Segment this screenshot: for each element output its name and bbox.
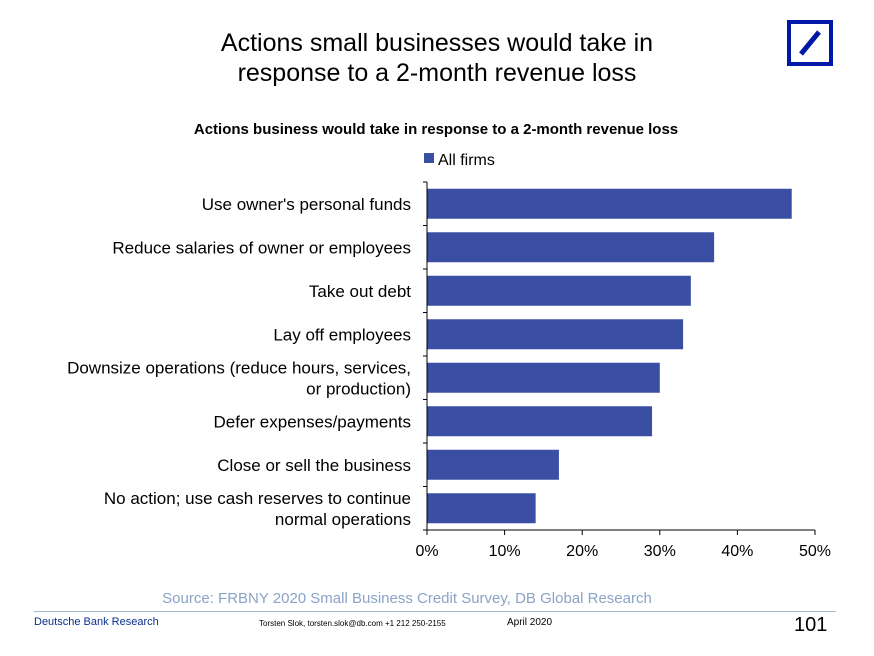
legend-swatch (424, 153, 434, 163)
slide-title-line-2: response to a 2-month revenue loss (237, 59, 637, 87)
logo-slash-icon (799, 30, 821, 56)
slide-title-line-1: Actions small businesses would take in (220, 29, 654, 57)
category-label: Defer expenses/payments (214, 412, 412, 431)
category-label: normal operations (275, 510, 411, 529)
footer-brand: Deutsche Bank Research (34, 616, 159, 628)
category-label: Close or sell the business (217, 456, 411, 475)
category-label: Downsize operations (reduce hours, servi… (67, 358, 411, 377)
category-label: or production) (306, 379, 411, 398)
footer-contact: Torsten Slok, torsten.slok@db.com +1 212… (259, 619, 446, 628)
footer-date: April 2020 (507, 617, 553, 628)
bar (427, 449, 559, 480)
page-number: 101 (794, 614, 828, 636)
x-tick-label: 40% (721, 543, 753, 560)
source-note: Source: FRBNY 2020 Small Business Credit… (162, 590, 652, 607)
slide-title: Actions small businesses would take in r… (0, 28, 874, 88)
category-label: No action; use cash reserves to continue (104, 489, 411, 508)
footer-divider (34, 611, 836, 612)
bar-chart: Actions business would take in response … (67, 121, 831, 560)
legend-label: All firms (438, 152, 495, 169)
bar (427, 232, 715, 263)
x-tick-label: 20% (566, 543, 598, 560)
category-label: Take out debt (309, 282, 411, 301)
category-label: Lay off employees (273, 325, 411, 344)
category-label: Use owner's personal funds (202, 195, 411, 214)
bar (427, 493, 536, 524)
category-label: Reduce salaries of owner or employees (112, 238, 411, 257)
bar (427, 319, 684, 350)
x-tick-label: 10% (489, 543, 521, 560)
bar (427, 362, 660, 393)
chart-title: Actions business would take in response … (194, 121, 678, 138)
bar (427, 406, 653, 437)
deutsche-bank-logo (787, 20, 833, 66)
bar (427, 275, 691, 306)
x-tick-label: 0% (415, 543, 438, 560)
x-tick-label: 50% (799, 543, 831, 560)
x-tick-label: 30% (644, 543, 676, 560)
bar (427, 188, 792, 219)
